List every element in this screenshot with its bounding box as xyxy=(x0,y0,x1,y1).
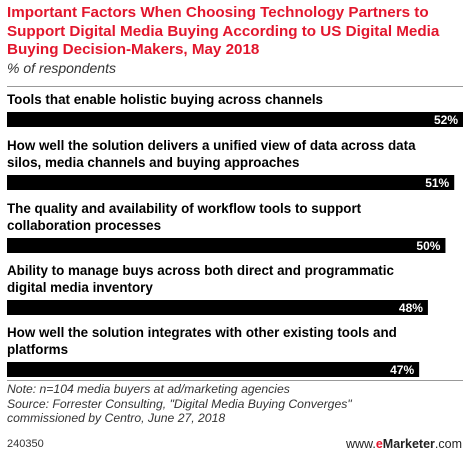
category-label: How well the solution integrates with ot… xyxy=(7,325,397,340)
bar-group: Tools that enable holistic buying across… xyxy=(7,92,463,127)
category-label: silos, media channels and buying approac… xyxy=(7,155,299,170)
category-label: How well the solution delivers a unified… xyxy=(7,138,416,153)
chart-id: 240350 xyxy=(7,438,44,450)
source-line-1: Source: Forrester Consulting, "Digital M… xyxy=(7,396,352,411)
category-label: Tools that enable holistic buying across… xyxy=(7,92,323,107)
category-label: collaboration processes xyxy=(7,218,161,233)
bar xyxy=(7,175,455,190)
category-label: Ability to manage buys across both direc… xyxy=(7,263,394,278)
top-divider xyxy=(7,86,463,87)
chart-notes: Note: n=104 media buyers at ad/marketing… xyxy=(7,382,352,426)
bar-group: How well the solution integrates with ot… xyxy=(7,325,420,377)
brand-logo: www.eMarketer.com xyxy=(346,437,462,451)
value-label: 50% xyxy=(416,239,440,253)
value-label: 48% xyxy=(399,301,423,315)
brand-prefix: www. xyxy=(345,437,376,451)
value-label: 52% xyxy=(434,113,458,127)
source-line-2: commissioned by Centro, June 27, 2018 xyxy=(7,411,226,426)
note-text: Note: n=104 media buyers at ad/marketing… xyxy=(7,382,290,396)
bar xyxy=(7,362,420,377)
brand-suffix: .com xyxy=(434,437,462,451)
category-label: digital media inventory xyxy=(7,280,153,295)
bar-group: How well the solution delivers a unified… xyxy=(7,138,455,190)
chart-subtitle: % of respondents xyxy=(7,60,116,76)
category-label: The quality and availability of workflow… xyxy=(7,201,362,216)
bottom-divider xyxy=(7,380,463,381)
bar xyxy=(7,300,428,315)
bar-group: The quality and availability of workflow… xyxy=(7,201,446,253)
bar-chart: Tools that enable holistic buying across… xyxy=(7,92,463,377)
bar xyxy=(7,112,463,127)
brand-e: e xyxy=(375,437,383,451)
category-label: platforms xyxy=(7,342,68,357)
value-label: 51% xyxy=(425,176,449,190)
value-label: 47% xyxy=(390,363,414,377)
chart-title: Important Factors When Choosing Technolo… xyxy=(7,4,440,58)
bar-group: Ability to manage buys across both direc… xyxy=(7,263,428,315)
bar xyxy=(7,238,446,253)
brand-name: Marketer xyxy=(382,437,435,451)
